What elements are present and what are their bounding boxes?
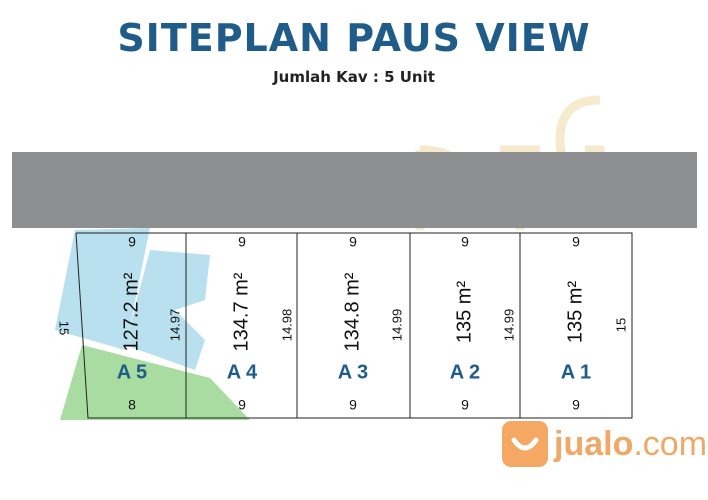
- side-dimension: 14.99: [501, 309, 516, 342]
- smile-icon: [502, 421, 548, 467]
- side-dimension: 14.97: [167, 309, 182, 342]
- lot-name: A 1: [561, 361, 591, 383]
- lot-boundaries: [75, 232, 633, 419]
- top-dimension: 9: [238, 234, 246, 250]
- lot-area: 134.7 m²: [230, 272, 252, 351]
- bottom-dimension: 9: [238, 397, 246, 413]
- lot-area: 135 m²: [453, 281, 475, 344]
- green-shape: [60, 345, 250, 420]
- lot-area: 135 m²: [564, 281, 586, 344]
- bottom-dimension: 9: [572, 397, 580, 413]
- lot-name: A 2: [450, 361, 480, 383]
- lot-name: A 3: [338, 361, 368, 383]
- lot-name: A 5: [117, 361, 147, 383]
- top-dimension: 9: [461, 234, 469, 250]
- side-dimension: 15: [613, 318, 628, 332]
- side-dimension: 14.98: [279, 309, 294, 342]
- blue-shape: [55, 228, 150, 350]
- unit-count: Jumlah Kav : 5 Unit: [273, 68, 435, 86]
- lot-area: 134.8 m²: [341, 272, 363, 351]
- side-dimension: 14.99: [389, 309, 404, 342]
- page-title: SITEPLAN PAUS VIEW: [117, 16, 591, 60]
- bottom-dimension: 9: [349, 397, 357, 413]
- bottom-dimension: 9: [461, 397, 469, 413]
- bottom-dimension: 8: [128, 397, 136, 413]
- top-dimension: 9: [572, 234, 580, 250]
- road: [12, 152, 697, 228]
- lot-area: 127.2 m²: [120, 272, 142, 351]
- top-dimension: 9: [349, 234, 357, 250]
- top-dimension: 9: [128, 234, 136, 250]
- jualo-logo: jualo.com: [502, 421, 707, 467]
- lot-name: A 4: [227, 361, 258, 383]
- blue-shape: [125, 250, 210, 370]
- left-dimension: 15: [57, 321, 72, 335]
